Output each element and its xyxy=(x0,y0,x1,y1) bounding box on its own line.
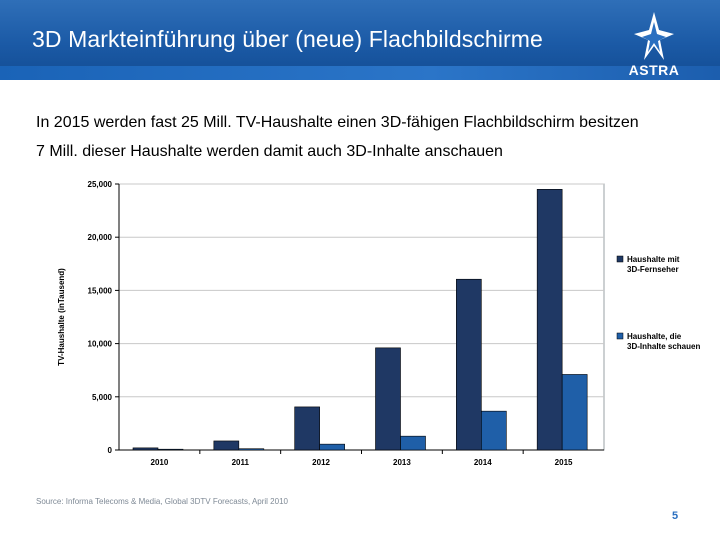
legend-label-series-1: Haushalte mit xyxy=(627,255,680,264)
y-tick-label: 10,000 xyxy=(88,340,113,349)
astra-star-icon xyxy=(634,12,674,60)
y-tick-label: 5,000 xyxy=(92,393,113,402)
x-tick-label: 2014 xyxy=(474,458,492,467)
subtitle-line-1: In 2015 werden fast 25 Mill. TV-Haushalt… xyxy=(36,114,639,131)
y-tick-label: 20,000 xyxy=(88,233,113,242)
x-tick-label: 2011 xyxy=(232,458,250,467)
x-tick-label: 2012 xyxy=(312,458,330,467)
bar-2015-series-1 xyxy=(536,189,563,451)
legend-swatch-series-1 xyxy=(616,255,624,263)
legend-label-series-2: 3D-Inhalte schauen xyxy=(627,342,700,351)
bar-2011-series-2 xyxy=(238,448,265,451)
bar-2012-series-1 xyxy=(294,406,320,451)
y-tick-label: 25,000 xyxy=(88,180,113,189)
legend-swatch-series-2 xyxy=(616,332,624,340)
bar-2015-series-2 xyxy=(561,374,588,451)
legend-label-series-1: 3D-Fernseher xyxy=(627,265,679,274)
x-tick-label: 2013 xyxy=(393,458,411,467)
y-tick-label: 15,000 xyxy=(88,286,113,295)
bar-2013-series-2 xyxy=(400,435,426,451)
title-bar-strip xyxy=(0,66,720,80)
plot-area xyxy=(118,183,605,451)
logo-text: ASTRA xyxy=(628,62,680,78)
title-bar: 3D Markteinführung über (neue) Flachbild… xyxy=(0,0,720,80)
subtitle-line-2: 7 Mill. dieser Haushalte werden damit au… xyxy=(36,143,503,160)
bar-2014-series-2 xyxy=(481,410,507,451)
page-number: 5 xyxy=(672,510,679,522)
bar-2012-series-2 xyxy=(319,443,345,451)
y-tick-label: 0 xyxy=(108,446,113,455)
source-note: Source: Informa Telecoms & Media, Global… xyxy=(36,497,288,506)
x-tick-label: 2010 xyxy=(151,458,169,467)
bar-2013-series-1 xyxy=(375,347,401,451)
legend-label-series-2: Haushalte, die xyxy=(627,332,682,341)
x-tick-label: 2015 xyxy=(555,458,573,467)
y-axis-label: TV-Haushalte (inTausend) xyxy=(57,268,66,366)
bar-2011-series-1 xyxy=(213,440,240,451)
astra-logo: ASTRA xyxy=(612,10,696,80)
slide-title: 3D Markteinführung über (neue) Flachbild… xyxy=(32,26,543,52)
bar-2014-series-1 xyxy=(456,278,482,451)
bar-2010-series-1 xyxy=(132,447,159,451)
bar-2010-series-2 xyxy=(157,448,184,451)
